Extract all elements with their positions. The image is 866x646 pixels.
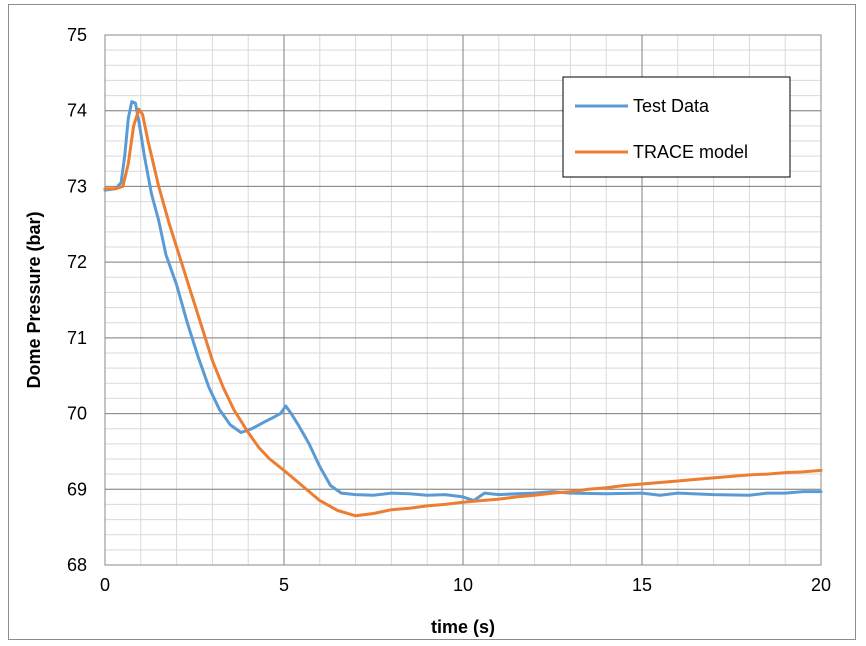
y-tick-label: 72: [67, 252, 87, 272]
series-layer: [103, 100, 823, 518]
x-tick-label: 5: [279, 575, 289, 595]
x-tick-label: 10: [453, 575, 473, 595]
series-line-test-data: [103, 100, 823, 503]
legend-label-trace-model: TRACE model: [633, 142, 748, 162]
y-tick-label: 68: [67, 555, 87, 575]
x-tick-label: 0: [100, 575, 110, 595]
y-tick-label: 73: [67, 176, 87, 196]
y-tick-labels: 68 69 70 71 72 73 74 75: [67, 25, 87, 575]
x-tick-label: 15: [632, 575, 652, 595]
y-axis-title: Dome Pressure (bar): [24, 211, 44, 388]
legend-box: [562, 76, 791, 178]
y-tick-label: 75: [67, 25, 87, 45]
legend-label-test-data: Test Data: [633, 96, 710, 116]
plot-area-border: [104, 34, 822, 566]
x-axis-title: time (s): [431, 617, 495, 637]
y-tick-label: 69: [67, 479, 87, 499]
y-tick-label: 74: [67, 101, 87, 121]
y-tick-label: 70: [67, 404, 87, 424]
x-tick-label: 20: [811, 575, 831, 595]
series-line-trace-model: [103, 107, 823, 518]
x-tick-labels: 0 5 10 15 20: [100, 575, 831, 595]
legend: Test Data TRACE model: [562, 76, 791, 178]
y-tick-label: 71: [67, 328, 87, 348]
